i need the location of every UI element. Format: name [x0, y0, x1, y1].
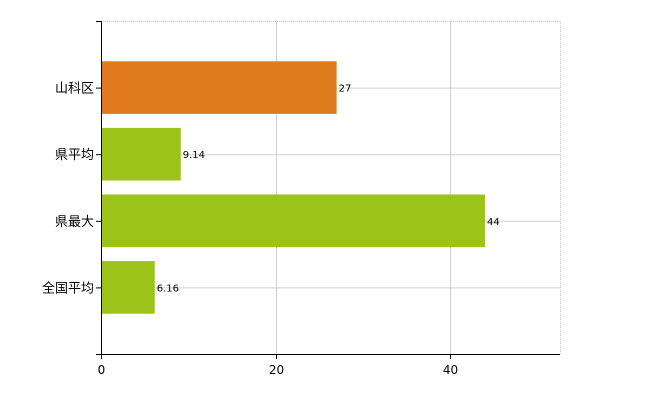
bar: [101, 261, 155, 314]
bar-value-label: 6.16: [157, 283, 179, 294]
category-label: 県平均: [55, 148, 94, 163]
category-label: 山科区: [55, 82, 94, 97]
category-label: 全国平均: [42, 280, 94, 296]
bar: [101, 194, 485, 248]
bar-value-label: 9.14: [183, 150, 205, 161]
bar-layer: [101, 61, 485, 314]
x-tick-label: 0: [98, 363, 106, 377]
category-label: 県最大: [55, 215, 94, 230]
bar-value-label: 44: [487, 217, 500, 228]
axis-layer: [96, 21, 560, 359]
bar-value-label: 27: [339, 84, 352, 95]
bar: [101, 61, 337, 114]
bar: [101, 127, 181, 181]
x-tick-label: 20: [269, 363, 284, 377]
x-tick-label: 40: [443, 363, 458, 377]
label-layer: 27 山科区 9.14 県平均 44 県最大 6.16 全国平均 0 20 40: [42, 82, 500, 377]
